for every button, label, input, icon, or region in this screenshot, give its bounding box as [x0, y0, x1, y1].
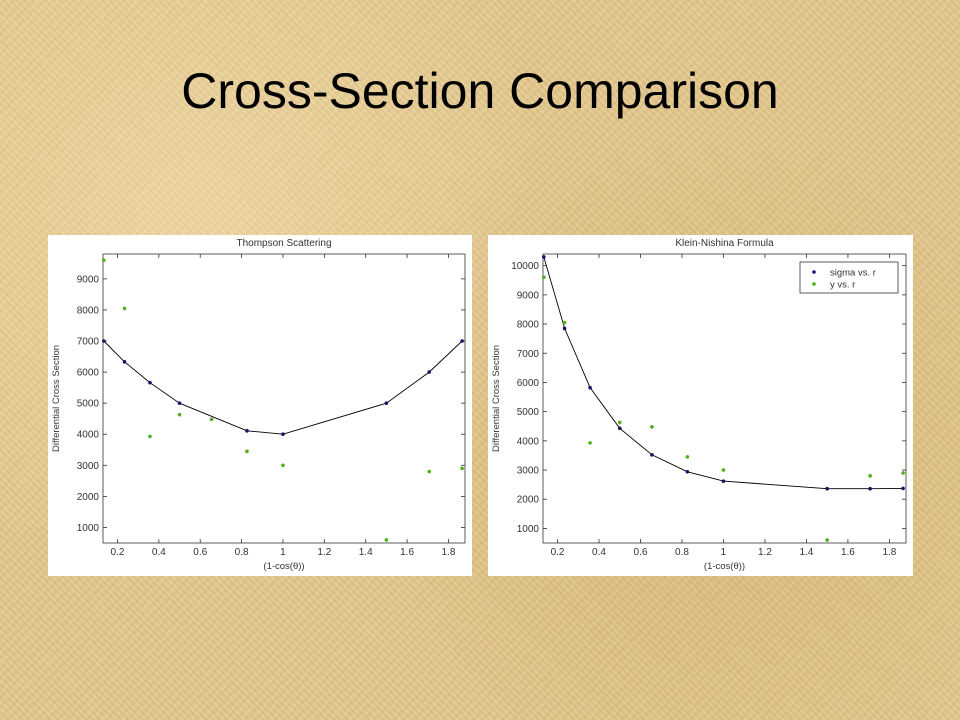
x-tick-label: 1.6	[841, 547, 855, 558]
data-point	[588, 441, 592, 445]
data-point	[617, 426, 622, 431]
data-point	[562, 326, 567, 331]
data-point	[209, 417, 214, 422]
y-tick-label: 6000	[77, 368, 100, 379]
x-tick-label: 0.6	[634, 547, 648, 558]
y-tick-label: 10000	[511, 261, 539, 272]
data-point	[588, 385, 592, 390]
y-tick-label: 3000	[517, 466, 540, 477]
data-point	[384, 538, 389, 542]
x-axis-label: (1-cos(θ))	[263, 561, 304, 572]
x-tick-label: 1.2	[317, 547, 331, 558]
y-tick-label: 7000	[517, 349, 540, 360]
y-tick-label: 7000	[77, 337, 100, 348]
y-tick-label: 9000	[517, 290, 540, 301]
data-point	[245, 449, 249, 454]
data-point	[650, 425, 654, 429]
data-point	[825, 486, 829, 491]
x-tick-label: 0.2	[111, 547, 125, 558]
data-point	[102, 258, 106, 263]
data-point	[562, 320, 567, 325]
x-tick-label: 1	[280, 547, 286, 558]
data-point	[460, 339, 464, 343]
x-tick-label: 0.4	[152, 547, 166, 558]
data-point	[685, 469, 690, 474]
data-point	[427, 469, 432, 474]
legend-box	[799, 261, 899, 294]
x-tick-label: 1.4	[799, 547, 813, 558]
x-tick-label: 1.6	[400, 547, 414, 558]
x-tick-label: 0.4	[592, 547, 606, 558]
x-tick-label: 1.8	[441, 547, 455, 558]
data-point	[721, 468, 726, 472]
series-line	[103, 340, 463, 435]
data-point	[148, 380, 152, 385]
data-point	[281, 432, 285, 437]
data-point	[542, 275, 546, 280]
slide-title: Cross-Section Comparison	[181, 63, 779, 119]
data-point	[868, 486, 872, 491]
y-tick-label: 4000	[77, 430, 100, 441]
data-point	[685, 455, 690, 459]
legend-entry: sigma vs. r	[830, 268, 876, 279]
klein-nishina-chart: Klein-Nishina Formula 0.2 0.4 0.6 0.8 1 1.2 1.4…	[491, 238, 907, 572]
y-tick-label: 1000	[77, 523, 100, 534]
x-tick-label: 0.8	[675, 547, 689, 558]
x-tick-label: 1.4	[359, 547, 373, 558]
data-point	[460, 466, 464, 471]
data-point	[901, 486, 905, 491]
x-tick-label: 1.2	[758, 547, 772, 558]
x-tick-label: 0.8	[235, 547, 249, 558]
y-tick-label: 8000	[77, 305, 100, 316]
data-point	[617, 420, 622, 425]
y-tick-label: 5000	[77, 399, 100, 410]
data-point	[177, 401, 182, 405]
y-tick-label: 8000	[517, 320, 540, 331]
data-point	[245, 429, 249, 433]
data-point	[542, 255, 546, 259]
data-point	[427, 370, 432, 374]
data-point	[825, 538, 829, 542]
data-point	[868, 474, 872, 478]
y-axis-label: Differential Cross Section	[491, 345, 502, 452]
y-tick-label: 2000	[517, 495, 540, 506]
y-tick-label: 9000	[77, 274, 100, 285]
y-tick-label: 5000	[517, 407, 540, 418]
data-point	[384, 401, 389, 405]
chart-title: Thompson Scattering	[236, 238, 331, 249]
x-tick-label: 1	[721, 547, 727, 558]
y-tick-label: 4000	[517, 436, 540, 447]
data-point	[102, 339, 106, 343]
data-point	[650, 453, 654, 457]
thompson-chart: Thompson Scattering 0.2 0.4 0.6 0.8 1 1.2 1.4 1.…	[51, 238, 466, 572]
data-point	[721, 479, 726, 483]
data-point	[122, 360, 127, 364]
x-tick-label: 0.2	[551, 547, 565, 558]
data-point	[281, 463, 285, 468]
data-point	[901, 471, 905, 475]
legend-entry: y vs. r	[830, 280, 855, 291]
y-axis-label: Differential Cross Section	[51, 345, 62, 452]
legend-marker	[812, 270, 816, 274]
x-tick-label: 1.8	[882, 547, 896, 558]
x-tick-label: 0.6	[193, 547, 207, 558]
y-tick-label: 2000	[77, 492, 100, 503]
klein-nishina-chart-panel: Klein-Nishina Formula 0.2 0.4 0.6 0.8 1 1.2 1.4…	[488, 235, 913, 576]
chart-legend: sigma vs. ry vs. r	[799, 261, 899, 294]
plot-frame	[102, 253, 466, 544]
legend-marker	[812, 282, 816, 286]
plot-frame	[542, 253, 907, 544]
y-tick-label: 3000	[77, 461, 100, 472]
y-tick-label: 6000	[517, 378, 540, 389]
thompson-chart-panel: Thompson Scattering 0.2 0.4 0.6 0.8 1 1.2 1.4 1.…	[48, 235, 472, 576]
data-point	[177, 412, 182, 417]
series-line	[543, 256, 904, 490]
data-point	[148, 434, 152, 439]
x-axis-label: (1-cos(θ))	[704, 561, 745, 572]
y-tick-label: 1000	[517, 524, 540, 535]
data-point	[122, 306, 127, 311]
chart-title: Klein-Nishina Formula	[675, 238, 774, 249]
